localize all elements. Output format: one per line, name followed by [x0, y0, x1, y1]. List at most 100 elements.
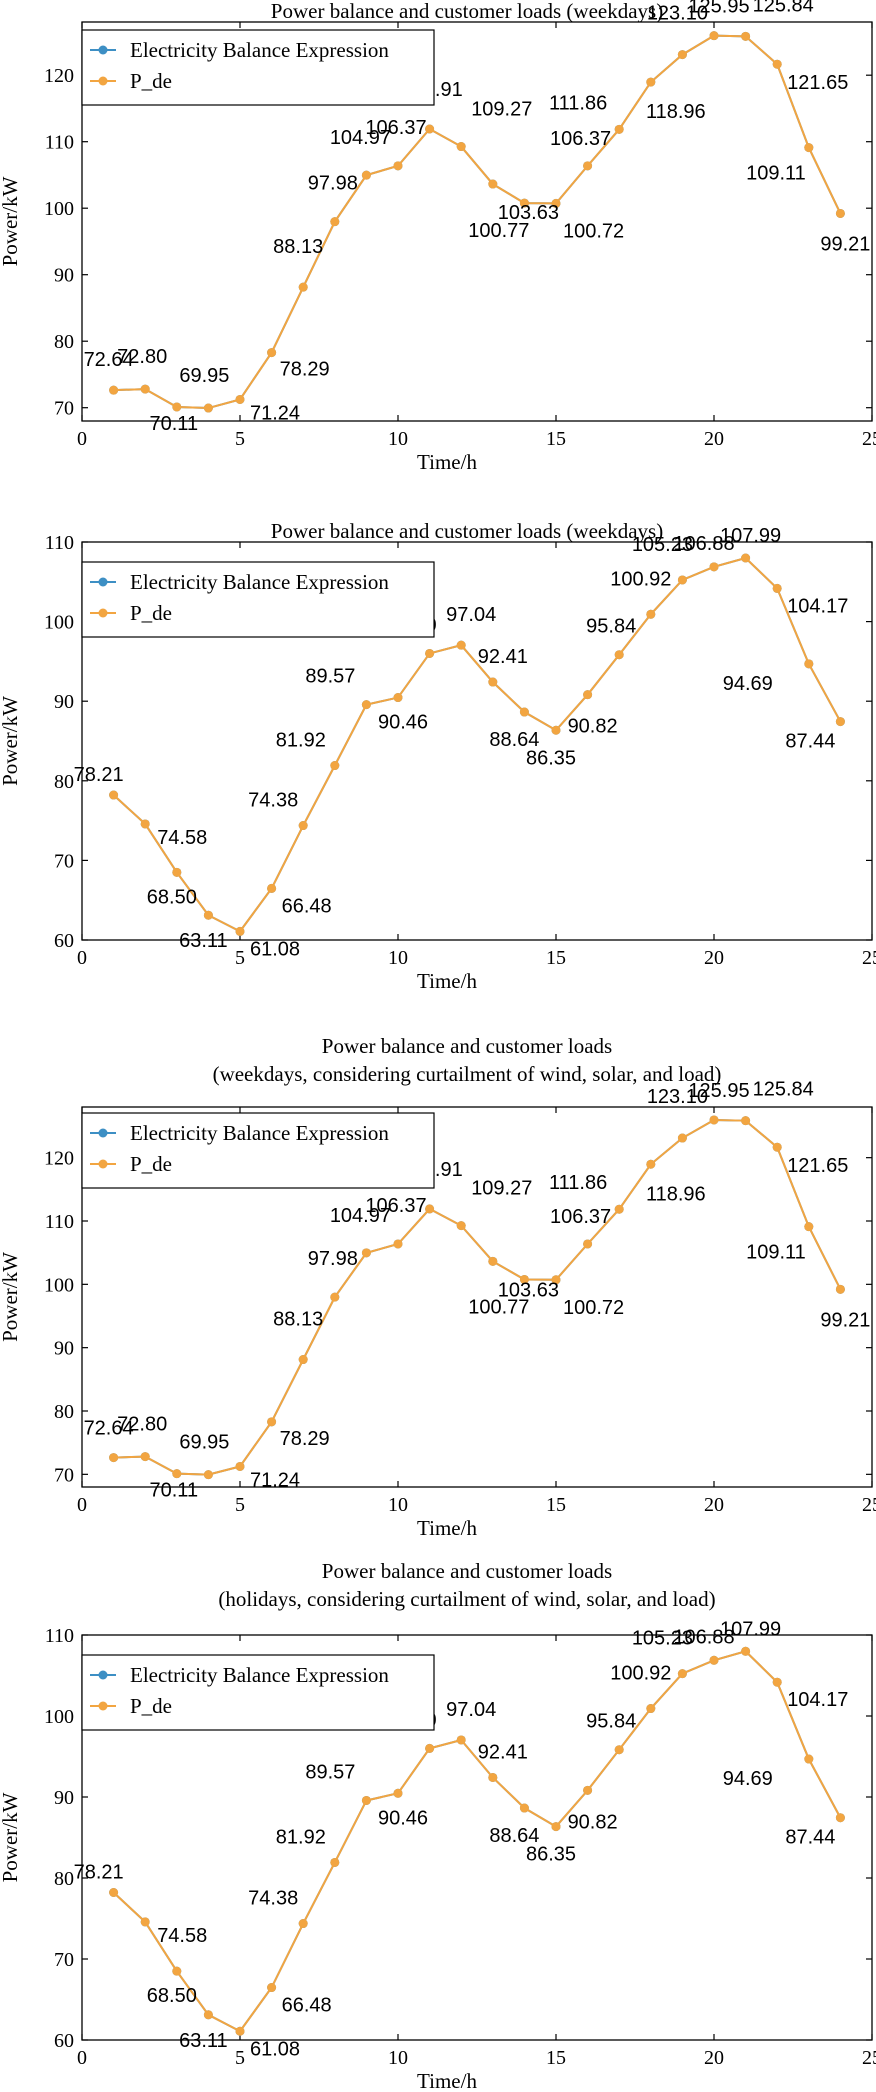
x-axis-label: Time/h	[417, 969, 477, 993]
y-tick-label: 80	[54, 1401, 74, 1423]
data-point-p-de	[425, 648, 435, 658]
x-axis-label: Time/h	[417, 1516, 477, 1540]
legend-swatch-marker	[98, 1701, 108, 1711]
data-label: 109.11	[746, 1242, 806, 1264]
data-point-p-de	[583, 1239, 593, 1249]
data-point-p-de	[772, 59, 782, 69]
chart-title: Power balance and customer loads (weekda…	[271, 0, 663, 23]
y-tick-label: 90	[54, 265, 74, 287]
series-line-p-de	[112, 1650, 842, 2033]
data-point-p-de	[614, 1204, 624, 1214]
legend-entry: Electricity Balance Expression	[130, 1121, 389, 1145]
data-point-p-de	[109, 1453, 119, 1463]
data-point-p-de	[235, 394, 245, 404]
legend-entry: P_de	[130, 69, 172, 93]
data-label: 78.29	[280, 359, 330, 381]
x-tick-label: 25	[862, 2047, 876, 2069]
data-label: 118.96	[646, 101, 706, 123]
data-point-p-de	[425, 1204, 435, 1214]
data-label: 92.41	[478, 646, 528, 668]
data-label: 74.58	[157, 827, 207, 849]
data-point-p-de	[267, 348, 277, 358]
data-label: 100.92	[610, 568, 671, 590]
data-point-p-de	[330, 1857, 340, 1867]
data-point-p-de	[172, 867, 182, 877]
data-label: 109.11	[746, 163, 806, 185]
y-tick-label: 70	[54, 1949, 74, 1971]
x-tick-label: 25	[862, 947, 876, 969]
data-label: 88.13	[273, 236, 323, 258]
data-point-p-de	[551, 1275, 561, 1285]
data-label: 121.65	[787, 1155, 848, 1177]
data-point-p-de	[393, 1788, 403, 1798]
data-label: 97.04	[446, 604, 496, 626]
x-tick-label: 5	[235, 1494, 245, 1516]
y-tick-label: 100	[44, 612, 74, 634]
data-label: 123.10	[647, 1086, 708, 1108]
data-point-p-de	[109, 790, 119, 800]
data-label: 125.84	[753, 1079, 814, 1101]
x-tick-label: 25	[862, 428, 876, 450]
data-label: 106.37	[550, 1206, 611, 1228]
y-tick-label: 110	[45, 1211, 74, 1233]
data-label: 104.17	[787, 1689, 848, 1711]
data-label: 123.10	[647, 3, 708, 25]
data-label: 61.08	[250, 938, 300, 960]
data-label: 88.13	[273, 1309, 323, 1331]
data-point-p-de	[614, 1745, 624, 1755]
data-label: 78.29	[280, 1428, 330, 1450]
data-label: 92.41	[478, 1741, 528, 1763]
y-tick-label: 80	[54, 1868, 74, 1890]
data-label: 88.64	[489, 729, 539, 751]
data-point-p-de	[330, 217, 340, 227]
data-point-p-de	[140, 1917, 150, 1927]
legend-swatch-marker	[98, 45, 108, 55]
legend-entry: P_de	[130, 1694, 172, 1718]
y-tick-label: 100	[44, 1706, 74, 1728]
data-point-p-de	[140, 384, 150, 394]
data-point-p-de	[456, 640, 466, 650]
x-axis-label: Time/h	[417, 2069, 477, 2092]
data-label: 99.21	[820, 233, 870, 255]
data-label: 90.82	[568, 716, 618, 738]
data-point-p-de	[583, 690, 593, 700]
legend-swatch-marker	[98, 608, 108, 618]
data-label: 87.44	[785, 731, 835, 753]
y-tick-label: 90	[54, 1338, 74, 1360]
data-point-p-de	[709, 1115, 719, 1125]
y-tick-label: 120	[44, 65, 74, 87]
data-point-p-de	[709, 1655, 719, 1665]
x-tick-label: 20	[704, 1494, 724, 1516]
data-point-p-de	[741, 31, 751, 41]
data-point-p-de	[425, 124, 435, 134]
data-point-p-de	[551, 1822, 561, 1832]
legend-entry: Electricity Balance Expression	[130, 570, 389, 594]
x-tick-label: 5	[235, 2047, 245, 2069]
data-label: 69.95	[179, 365, 229, 387]
data-point-p-de	[519, 707, 529, 717]
data-point-p-de	[203, 910, 213, 920]
data-label: 68.50	[147, 1985, 197, 2007]
legend-box	[81, 29, 435, 106]
data-point-p-de	[646, 1704, 656, 1714]
legend-entry: Electricity Balance Expression	[130, 1663, 389, 1687]
series-line-p-de	[113, 1118, 842, 1476]
chart-title: Power balance and customer loads	[322, 1035, 612, 1058]
data-point-p-de	[646, 1159, 656, 1169]
data-label: 97.98	[308, 1248, 358, 1270]
data-point-p-de	[677, 575, 687, 585]
data-point-p-de	[804, 143, 814, 153]
y-tick-label: 90	[54, 1787, 74, 1809]
data-label: 89.57	[305, 666, 355, 688]
data-point-p-de	[835, 717, 845, 727]
data-label: 104.97	[330, 1205, 391, 1227]
data-label: 72.80	[117, 346, 167, 368]
data-point-p-de	[140, 1452, 150, 1462]
plot-frame	[81, 1634, 873, 2041]
data-point-p-de	[741, 1116, 751, 1126]
x-tick-label: 10	[388, 2047, 408, 2069]
data-point-p-de	[425, 1743, 435, 1753]
data-point-p-de	[298, 821, 308, 831]
legend-entry: Electricity Balance Expression	[130, 38, 389, 62]
data-label: 61.08	[250, 2038, 300, 2060]
